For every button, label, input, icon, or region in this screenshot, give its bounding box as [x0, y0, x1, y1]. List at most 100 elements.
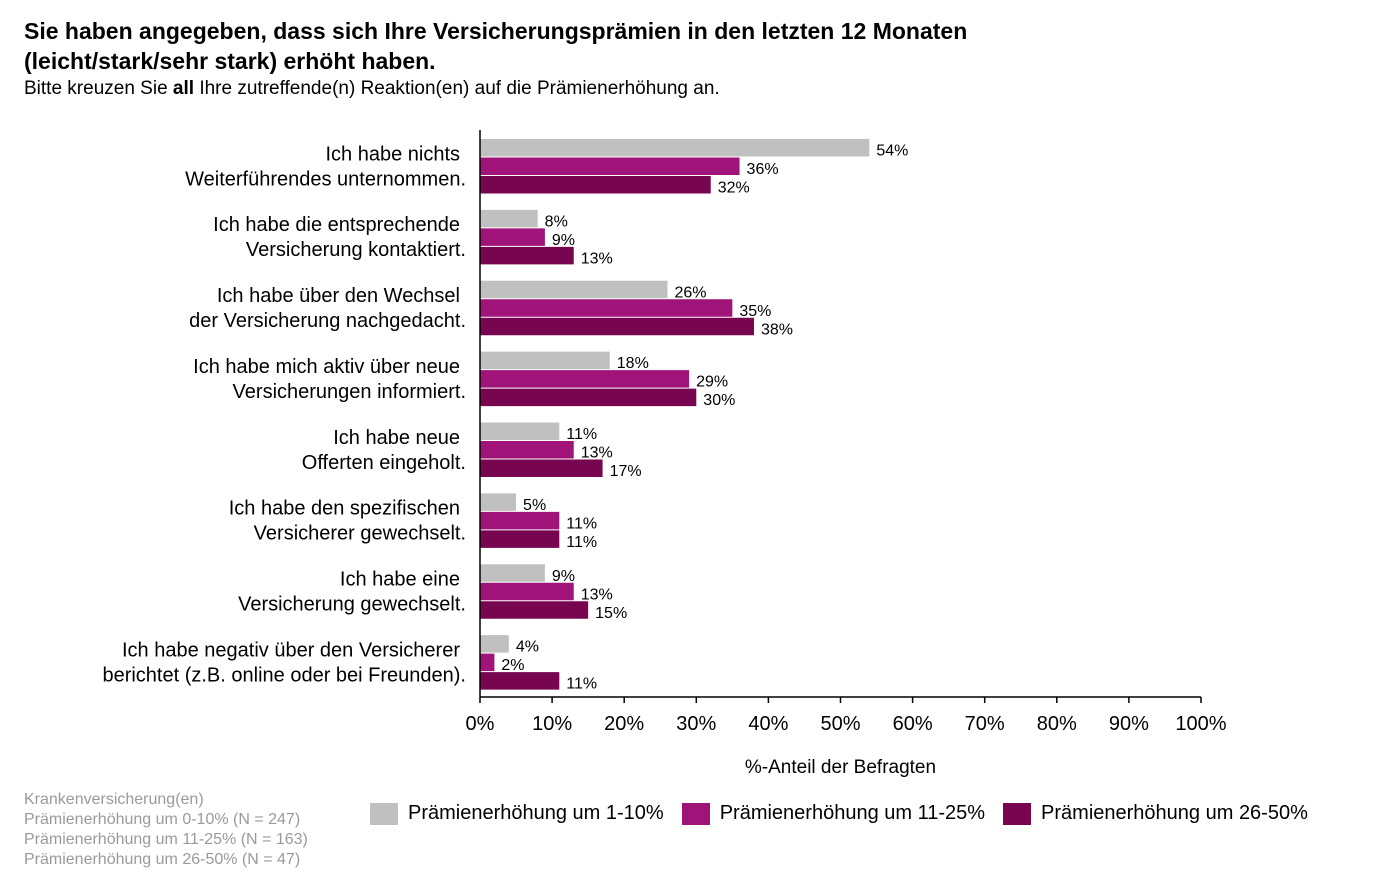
category-label-line: Versicherung gewechselt.: [238, 594, 466, 616]
x-tick-label: 90%: [1109, 713, 1149, 735]
data-label: 38%: [761, 321, 793, 338]
category-label: Ich habe mich aktiv über neue Versicherun…: [193, 356, 466, 403]
legend-swatch-series-1: [370, 802, 398, 825]
data-label: 11%: [566, 676, 597, 693]
chart-title-line-1: Sie haben angegeben, dass sich Ihre Vers…: [24, 18, 968, 44]
x-tick-label: 50%: [820, 713, 860, 735]
bar-series-2: [480, 157, 740, 175]
x-tick-label: 70%: [965, 713, 1005, 735]
data-label: 5%: [523, 497, 546, 514]
category-label: Ich habe nichts Weiterführendes unternomm…: [185, 143, 466, 190]
data-label: 9%: [552, 232, 575, 249]
data-label: 8%: [545, 213, 568, 230]
bar-series-3: [480, 530, 560, 548]
bar-series-2: [480, 582, 574, 601]
category-label-line: Ich habe den spezifischen: [229, 498, 460, 520]
data-label: 13%: [581, 586, 613, 603]
bar-series-1: [480, 422, 560, 440]
data-label: 35%: [739, 303, 771, 320]
bar-series-3: [480, 672, 560, 690]
category-label-line: Versicherungen informiert.: [233, 381, 466, 403]
category-label: Ich habe neue Offerten eingeholt.: [302, 427, 466, 474]
x-tick-label: 30%: [676, 713, 716, 735]
category-label-line: Ich habe nichts: [325, 143, 460, 165]
x-tick-label: 40%: [748, 713, 788, 735]
sample-size-footnote: Krankenversicherung(en) Prämienerhöhung …: [24, 790, 308, 870]
data-label: 26%: [674, 284, 706, 301]
category-label-line: Ich habe über den Wechsel: [217, 285, 460, 307]
footnote-line: Prämienerhöhung um 26-50% (N = 47): [24, 851, 301, 868]
category-label: Ich habe eine Versicherung gewechselt.: [238, 569, 466, 616]
legend-item-series-3: Prämienerhöhung um 26-50%: [1003, 802, 1308, 825]
bar-series-1: [480, 635, 509, 653]
data-label: 54%: [876, 143, 908, 160]
subtitle-text-end: Ihre zutreffende(n) Reaktion(en) auf die…: [194, 78, 720, 99]
x-tick-label: 100%: [1175, 713, 1226, 735]
category-label: Ich habe negativ über den Versicherer ber…: [102, 639, 466, 686]
bar-series-3: [480, 388, 697, 407]
bar-series-2: [480, 370, 690, 388]
footnote-line: Prämienerhöhung um 11-25% (N = 163): [24, 831, 308, 848]
chart-subtitle: Bitte kreuzen Sie all Ihre zutreffende(n…: [24, 78, 720, 100]
bar-chart: Ich habe nichts Weiterführendes unternomm…: [102, 130, 1227, 778]
category-label-line: Ich habe die entsprechende: [213, 214, 460, 236]
data-label: 9%: [552, 568, 575, 585]
chart-legend: Prämienerhöhung um 1-10% Prämienerhöhung…: [370, 802, 1326, 825]
legend-item-series-1: Prämienerhöhung um 1-10%: [370, 802, 664, 825]
data-label: 13%: [581, 250, 613, 267]
category-label-line: berichtet (z.B. online oder bei Freunden…: [102, 664, 466, 686]
category-label-line: Ich habe eine: [340, 569, 460, 591]
bar-series-2: [480, 511, 560, 530]
data-label: 11%: [566, 515, 597, 532]
x-axis-title: %-Anteil der Befragten: [745, 757, 936, 778]
bar-series-1: [480, 139, 870, 157]
data-label: 30%: [703, 392, 735, 409]
bar-series-2: [480, 653, 495, 672]
x-tick-label: 80%: [1037, 713, 1077, 735]
bar-series-3: [480, 601, 589, 619]
footnote-line: Krankenversicherung(en): [24, 791, 204, 808]
category-label-line: Ich habe neue: [333, 427, 460, 449]
data-label: 15%: [595, 605, 627, 622]
category-label-line: Weiterführendes unternommen.: [185, 168, 466, 190]
category-label: Ich habe die entsprechende Versicherung k…: [213, 214, 466, 261]
legend-label-series-3: Prämienerhöhung um 26-50%: [1041, 802, 1308, 824]
bar-series-3: [480, 459, 603, 477]
data-label: 2%: [501, 657, 524, 674]
data-label: 13%: [581, 445, 613, 462]
chart-title-line-2: (leicht/stark/sehr stark) erhöht haben.: [24, 48, 436, 74]
data-label: 4%: [516, 639, 539, 656]
x-tick-label: 0%: [466, 713, 495, 735]
category-label-line: Ich habe negativ über den Versicherer: [122, 639, 460, 661]
legend-swatch-series-2: [681, 802, 710, 825]
bar-series-3: [480, 176, 711, 194]
bar-series-1: [480, 209, 538, 228]
footnote-line: Prämienerhöhung um 0-10% (N = 247): [24, 811, 301, 828]
category-label-line: Versicherer gewechselt.: [254, 523, 466, 545]
category-label-line: Ich habe mich aktiv über neue: [193, 356, 460, 378]
legend-label-series-1: Prämienerhöhung um 1-10%: [408, 802, 664, 824]
bar-series-3: [480, 317, 754, 336]
category-label-line: der Versicherung nachgedacht.: [189, 310, 466, 332]
data-label: 18%: [617, 355, 649, 372]
bar-series-3: [480, 246, 574, 265]
bar-series-2: [480, 441, 574, 459]
category-label: Ich habe über den Wechsel der Versicherun…: [189, 285, 466, 332]
category-label-line: Offerten eingeholt.: [302, 452, 466, 474]
bar-series-1: [480, 351, 610, 370]
x-tick-label: 10%: [532, 713, 572, 735]
data-label: 32%: [718, 180, 750, 197]
bar-series-1: [480, 564, 545, 582]
x-tick-label: 60%: [893, 713, 933, 735]
category-label: Ich habe den spezifischen Versicherer gew…: [229, 498, 466, 545]
data-label: 17%: [610, 463, 642, 480]
bar-series-1: [480, 280, 668, 299]
chart-title: Sie haben angegeben, dass sich Ihre Vers…: [24, 16, 1224, 76]
data-label: 11%: [566, 534, 597, 551]
bar-series-2: [480, 228, 545, 246]
legend-label-series-2: Prämienerhöhung um 11-25%: [719, 802, 986, 824]
subtitle-text-bold: all: [172, 78, 195, 99]
subtitle-text-start: Bitte kreuzen Sie: [24, 78, 173, 99]
bar-series-2: [480, 299, 733, 317]
data-label: 11%: [566, 426, 597, 443]
